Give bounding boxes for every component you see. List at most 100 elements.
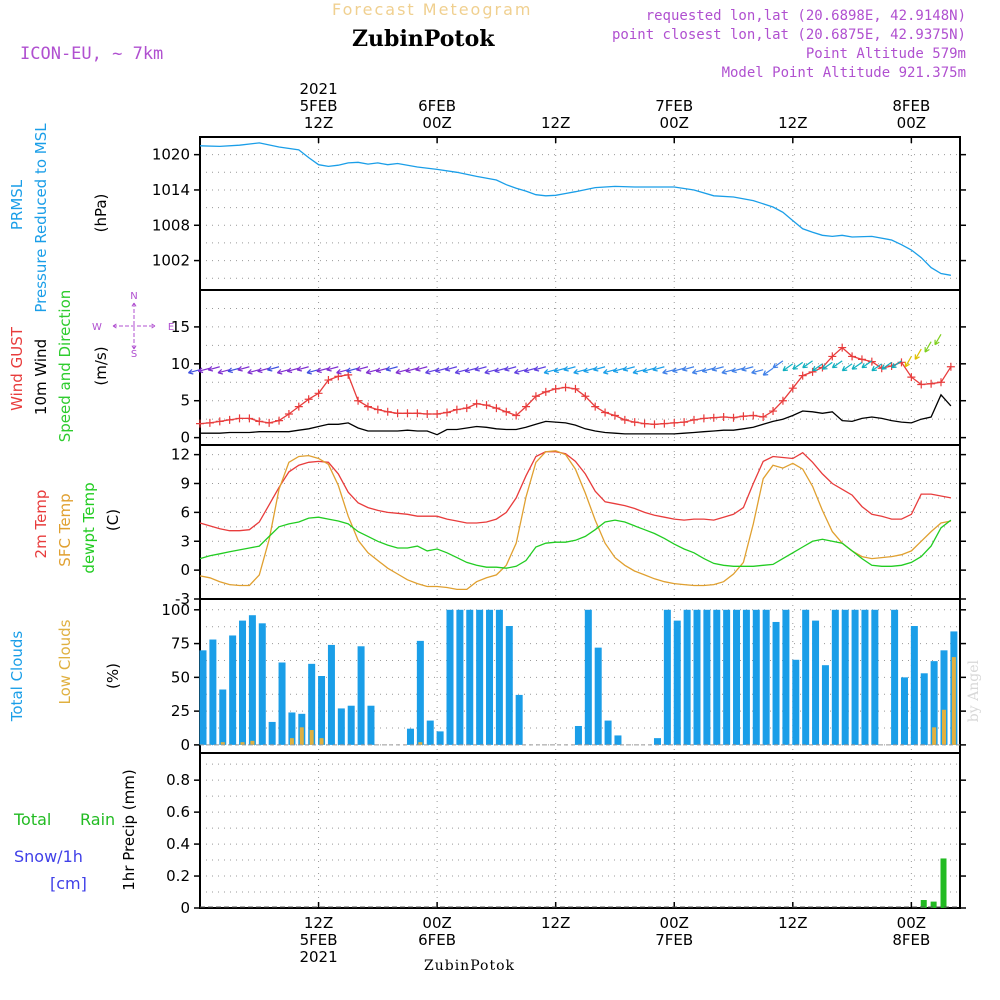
bar-total-clouds [219,689,227,745]
bar-low-clouds [299,727,304,745]
gust-point [294,402,303,411]
gust-point [778,396,787,405]
wind-direction-arrow [217,368,230,375]
bar-total-clouds [515,694,523,745]
bar-total-clouds [841,609,849,745]
bar-total-clouds [821,665,829,745]
time-label-bottom: 6FEB [418,931,456,949]
bar-total-clouds [762,609,770,745]
wind-direction-arrow [831,360,843,369]
gust-point [670,418,679,427]
gust-point [541,387,550,396]
wind-direction-arrow [237,365,250,372]
model-label: ICON-EU, ~ 7km [20,44,164,64]
y-tick-label: 25 [171,702,190,720]
bar-total-clouds [248,615,256,745]
wind-direction-arrow [375,367,388,374]
wind-direction-arrow [197,367,211,374]
time-label-top: 6FEB [418,97,456,115]
label-total-clouds: Total Clouds [8,631,26,723]
y-tick-label: 1020 [152,146,190,164]
wind-direction-arrow [632,368,645,375]
bar-total-clouds [723,609,731,745]
wind-direction-arrow [405,367,418,374]
wind-direction-arrow [533,365,546,372]
gust-point [462,404,471,413]
y-tick-label: -3 [175,590,190,608]
label-rain: Rain [80,810,115,829]
gust-point [265,418,274,427]
wind-direction-arrow [772,360,784,369]
wind-direction-arrow [573,368,586,375]
gust-point [699,414,708,423]
wind-direction-arrow [444,365,458,372]
wind-direction-arrow [782,363,794,372]
gust-point [423,410,432,418]
bar-total-clouds [308,663,316,745]
label-2m-temp: 2m Temp [32,490,50,559]
gust-point [482,401,491,410]
label-celsius: (C) [104,509,122,531]
bar-total-clouds [673,620,681,745]
time-label-top: 2021 [299,80,337,98]
wind-direction-arrow [721,368,734,375]
wind-direction-arrow [266,365,280,372]
wind-direction-arrow [355,365,369,372]
bar-total-clouds [900,677,908,745]
model-altitude: Model Point Altitude 921.375m [721,65,966,81]
gust-point [443,408,451,417]
compass-s: S [131,349,137,360]
wind-direction-arrow [583,367,596,374]
time-label-bottom: 12Z [304,914,333,932]
compass-icon [112,302,156,350]
wind-direction-arrow [672,367,685,374]
gust-point [225,415,234,424]
y-tick-label: 12 [171,446,190,464]
y-tick-label: 0.8 [166,771,190,789]
gust-point [749,411,758,420]
gust-point [235,414,244,423]
bar-total-clouds [584,609,592,745]
y-tick-label: 50 [171,668,190,686]
bar-total-clouds [752,609,760,745]
wind-direction-arrow [904,356,912,368]
wind-direction-arrow [914,348,922,360]
gust-point [650,420,659,429]
gust-point [759,412,768,421]
bar-total-clouds [920,673,928,745]
bar-total-clouds [476,609,484,745]
series-dewpt-temp [199,516,952,569]
wind-direction-arrow [316,367,329,374]
y-tick-label: 0.6 [166,803,190,821]
wind-direction-arrow [474,365,487,372]
wind-direction-arrow [395,368,408,375]
time-label-top: 00Z [422,114,451,132]
time-label-bottom: 8FEB [892,931,930,949]
gust-point [393,409,402,418]
bar-precip [920,900,927,908]
bar-total-clouds [337,708,345,745]
time-label-bottom: 00Z [897,914,926,932]
wind-direction-arrow [464,367,477,374]
gust-point [571,384,580,393]
wind-direction-arrow [365,368,378,375]
label-low-clouds: Low Clouds [56,619,74,704]
time-label-top: 00Z [660,114,689,132]
bar-total-clouds [258,623,266,745]
gust-point [215,417,224,426]
gust-point [512,411,521,420]
wind-direction-arrow [415,365,428,372]
wind-direction-arrow [227,367,240,374]
label-1hr-precip: 1hr Precip (mm) [120,769,138,890]
wind-direction-arrow [286,367,299,374]
wind-direction-arrow [207,365,220,372]
wind-direction-arrow [553,367,566,374]
gust-point [205,418,214,427]
gust-point [433,410,442,418]
wind-direction-arrow [662,368,675,375]
bar-low-clouds [220,742,225,745]
time-label-bottom: 12Z [778,914,807,932]
time-label-bottom: 2021 [299,948,337,966]
bar-total-clouds [209,639,217,745]
